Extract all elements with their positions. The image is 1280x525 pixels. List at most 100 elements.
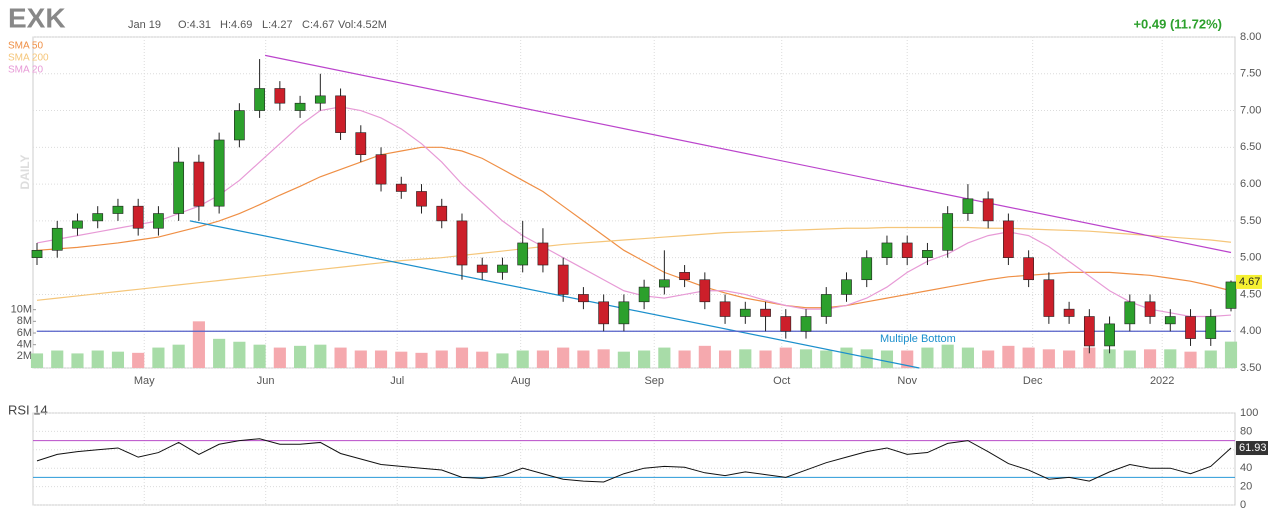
volume-bar [1103,349,1116,368]
volume-bar [455,347,469,368]
volume-bar [1204,350,1217,368]
last-rsi-box [1236,441,1268,456]
y-tick-label: 80 [1240,425,1252,437]
candle-body [557,264,569,295]
y-tick-label: 4.50 [1240,288,1261,300]
volume-bar [779,347,792,368]
plot-border [32,36,1236,369]
volume-bar [354,350,367,368]
candle-body [173,161,185,214]
last-rsi: 61.93 [1239,442,1267,454]
candle-body [942,213,954,251]
volume-bar [597,349,610,368]
volume-bar [1224,341,1238,368]
candle-body [395,183,407,192]
candle-body [254,88,265,111]
sma-line [36,106,1232,318]
volume-bar [395,351,408,368]
candle-body [1144,301,1156,317]
volume-tick-label: 6M [17,327,32,339]
candle-body [1205,316,1217,339]
x-tick-label: Nov [897,375,917,387]
candle-body [31,250,43,258]
volume-bar [314,344,327,368]
candle-body [1003,220,1014,258]
candle-body [658,279,670,288]
legend-entry: SMA 50 [8,41,43,52]
volume-bar [1022,347,1035,368]
candle-body [497,264,508,273]
volume-bar [799,349,813,368]
volume-bar [941,344,954,368]
volume-bar [557,347,570,368]
trendline [264,54,1232,254]
volume-tick-label: 10M [11,304,32,316]
candle-body [598,301,610,325]
low-text: L:4.27 [262,19,293,31]
candle-body [517,242,529,266]
volume-bar [111,351,125,368]
candle-body [274,88,286,104]
volume-bar [1123,350,1136,368]
volume-bar [172,344,185,368]
high-text: H:4.69 [220,19,252,31]
candle-body [294,102,306,111]
y-tick-label: 40 [1240,462,1252,474]
y-tick-label: 6.50 [1240,141,1261,153]
volume-bar [30,353,44,368]
volume-bar [51,350,64,368]
sma-line [36,226,1232,301]
x-tick-label: 2022 [1150,375,1174,387]
candle-body [1083,316,1095,347]
candle-body [1023,257,1034,281]
y-tick-label: 0 [1240,499,1246,511]
trendline [189,220,920,369]
volume-bar [374,350,388,368]
y-tick-label: 100 [1240,407,1258,419]
candle-body [901,242,913,258]
volume-bar [294,345,307,368]
volume-bar [1063,350,1076,368]
legend-entry: SMA 20 [8,65,43,76]
candle-body [962,198,974,214]
legend-entry: SMA 200 [8,53,49,64]
volume-bar [698,345,711,368]
timeframe: DAILY [18,155,32,190]
y-tick-label: 3.50 [1240,362,1261,374]
annotation: Multiple Bottom [880,333,956,345]
volume-tick-label: 4M [17,339,32,351]
candle-body [234,110,245,141]
candle-body [1164,316,1176,325]
volume-bar [1042,349,1055,368]
rsi-line [36,438,1232,483]
x-tick-label: Jul [390,375,404,387]
last-price: 4.67 [1239,276,1260,288]
y-tick-label: 6.00 [1240,178,1261,190]
candle-body [92,213,104,222]
candle-body [699,279,711,303]
candle-body [375,154,387,185]
candle-body [416,191,427,207]
volume-bar [961,347,974,368]
volume-tick-label: 2M [17,350,32,362]
candle-body [679,272,690,281]
volume-bar [192,321,205,368]
volume-bar [1143,349,1157,368]
y-tick-label: 5.50 [1240,215,1261,227]
ticker: EXK [8,2,66,33]
volume-bar [577,350,590,368]
candle-body [335,95,346,133]
y-tick-label: 7.00 [1240,104,1261,116]
volume-bar [415,352,428,368]
volume-bar [860,349,873,368]
x-tick-label: Oct [773,375,790,387]
volume-bar [435,350,448,368]
candle-body [193,161,205,207]
candle-body [51,227,63,251]
volume-bar [213,338,226,368]
candle-body [861,257,873,281]
candle-body [800,316,812,332]
rsi-title: RSI 14 [8,402,48,417]
candle-body [1124,301,1136,325]
